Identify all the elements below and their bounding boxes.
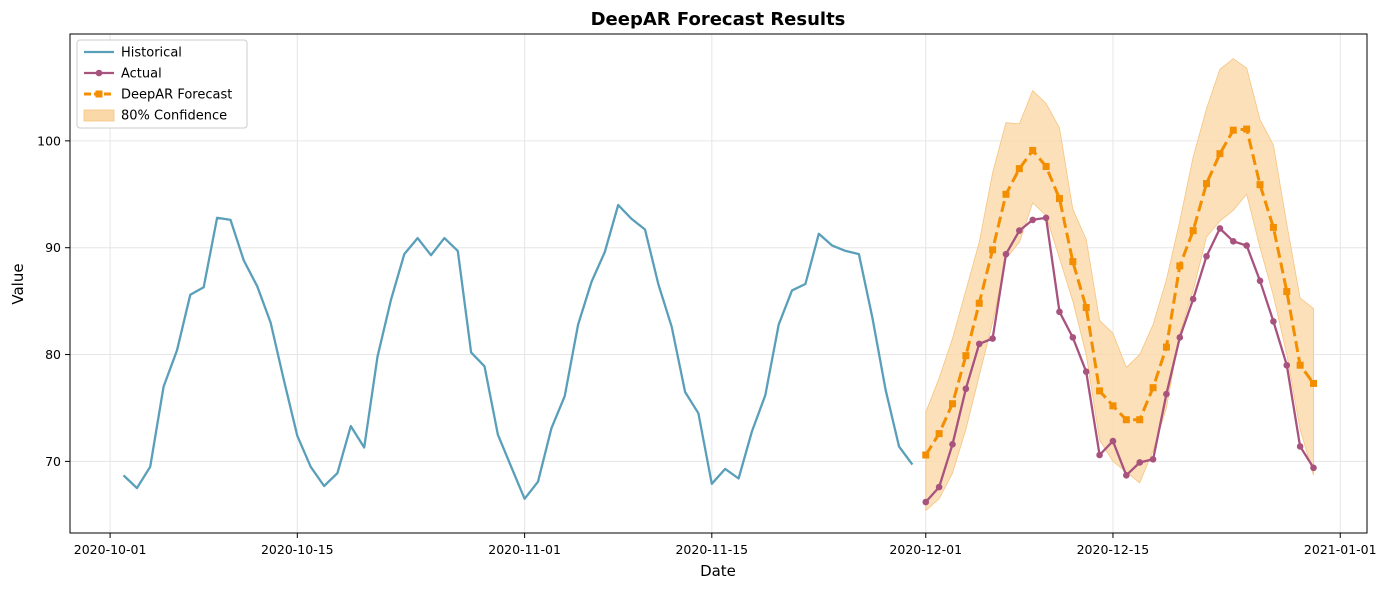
x-tick-label: 2020-12-15 xyxy=(1077,542,1150,557)
actual-point xyxy=(1123,471,1130,479)
actual-point xyxy=(1002,250,1010,258)
actual-point xyxy=(962,385,970,393)
x-tick-label: 2020-11-15 xyxy=(675,542,748,557)
deepar-forecast-point xyxy=(1229,126,1237,134)
deepar-forecast-point xyxy=(1296,361,1304,369)
deepar-forecast-point xyxy=(1189,227,1197,235)
deepar-forecast-point xyxy=(922,451,930,459)
actual-point xyxy=(1082,368,1090,375)
plot-frame xyxy=(69,33,1368,534)
deepar-forecast-point xyxy=(989,246,997,254)
deepar-forecast-point xyxy=(1082,304,1090,312)
legend: Historical Actual DeepAR Forecast 80% Confi… xyxy=(76,39,248,129)
actual-point xyxy=(935,483,943,491)
legend-marker-deepar-forecast xyxy=(95,90,103,98)
actual-point xyxy=(975,340,983,348)
legend-label-deepar-forecast: DeepAR Forecast xyxy=(121,88,232,103)
deepar-forecast-point xyxy=(1162,343,1170,351)
deepar-forecast-point xyxy=(1216,150,1224,158)
actual-point xyxy=(1310,464,1317,472)
deepar-forecast-point xyxy=(1042,162,1050,170)
legend-label-historical: Historical xyxy=(121,46,182,61)
legend-label-80-confidence: 80% Confidence xyxy=(121,109,227,124)
actual-point xyxy=(1283,361,1291,369)
actual-point xyxy=(1016,227,1023,234)
x-tick-label: 2020-10-01 xyxy=(74,542,147,557)
historical-line xyxy=(122,203,914,500)
deepar-forecast-point xyxy=(962,352,970,360)
x-axis-label: Date xyxy=(700,562,736,580)
x-tick-label: 2020-12-01 xyxy=(889,542,962,557)
deepar-forecast-point xyxy=(1002,190,1010,198)
actual-point xyxy=(1229,237,1237,245)
x-axis-ticks: 2020-10-01 2020-10-15 2020-11-01 2020-11-15… xyxy=(74,533,1377,557)
actual-point xyxy=(1042,214,1050,222)
actual-point xyxy=(1136,459,1143,466)
deepar-forecast-point xyxy=(1136,416,1144,424)
deepar-forecast-point xyxy=(948,400,956,408)
actual-point xyxy=(922,498,930,506)
y-axis-label: Value xyxy=(9,263,27,304)
actual-point xyxy=(1056,308,1063,316)
chart-title: DeepAR Forecast Results xyxy=(591,9,846,30)
deepar-forecast-point xyxy=(1069,258,1077,266)
legend-label-actual: Actual xyxy=(121,67,162,82)
deepar-forecast-point xyxy=(975,299,983,307)
deepar-forecast-point xyxy=(1203,180,1211,188)
actual-point xyxy=(1163,390,1170,398)
actual-point xyxy=(1096,451,1103,459)
deepar-forecast-point xyxy=(1055,195,1063,203)
deepar-forecast-point xyxy=(1149,384,1157,392)
actual-point xyxy=(1149,455,1157,463)
actual-point xyxy=(1029,216,1037,224)
actual-point xyxy=(1069,334,1077,341)
actual-point xyxy=(1256,277,1264,285)
x-tick-label: 2020-11-01 xyxy=(488,542,561,557)
actual-point xyxy=(1243,242,1250,249)
series-markers-layer xyxy=(922,125,1318,506)
actual-point xyxy=(1270,318,1277,325)
deepar-forecast-point xyxy=(1015,165,1023,173)
x-tick-label: 2021-01-01 xyxy=(1304,542,1377,557)
y-tick-label: 90 xyxy=(45,240,61,255)
deepar-forecast-point xyxy=(1109,402,1117,410)
actual-point xyxy=(1189,295,1197,303)
actual-point xyxy=(989,335,996,342)
actual-point xyxy=(1203,252,1210,260)
y-axis-ticks: 70 80 90 100 xyxy=(37,133,70,469)
y-tick-label: 70 xyxy=(45,454,61,469)
deepar-forecast-point xyxy=(1122,416,1130,424)
deepar-forecast-point xyxy=(1256,181,1264,189)
actual-point xyxy=(1296,443,1304,450)
legend-swatch-80-confidence xyxy=(83,109,115,122)
legend-marker-actual xyxy=(95,69,103,77)
deepar-forecast-point xyxy=(1310,379,1318,387)
deepar-forecast-point xyxy=(935,430,943,438)
actual-point xyxy=(1216,225,1224,232)
deepar-forecast-point xyxy=(1269,223,1277,231)
deepar-forecast-point xyxy=(1283,288,1291,296)
y-tick-label: 80 xyxy=(45,347,61,362)
actual-point xyxy=(1109,437,1117,445)
actual-point xyxy=(949,441,956,448)
deepar-forecast-point xyxy=(1243,125,1251,133)
deepar-forecast-point xyxy=(1176,262,1184,270)
deepar-forecast-point xyxy=(1029,146,1037,154)
deepar-forecast-point xyxy=(1096,387,1104,395)
y-tick-label: 100 xyxy=(37,133,61,148)
legend-box xyxy=(76,39,248,129)
actual-point xyxy=(1176,334,1184,341)
x-tick-label: 2020-10-15 xyxy=(261,542,334,557)
